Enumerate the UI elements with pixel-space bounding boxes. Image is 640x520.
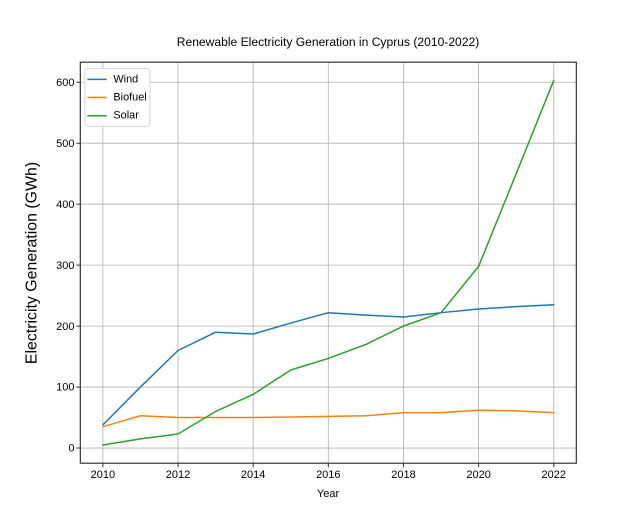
svg-text:2018: 2018 bbox=[391, 469, 415, 481]
svg-text:2016: 2016 bbox=[316, 469, 340, 481]
svg-text:Electricity Generation (GWh): Electricity Generation (GWh) bbox=[24, 162, 41, 364]
svg-text:2012: 2012 bbox=[166, 469, 190, 481]
svg-text:2020: 2020 bbox=[466, 469, 490, 481]
svg-text:2022: 2022 bbox=[542, 469, 566, 481]
svg-text:200: 200 bbox=[56, 321, 74, 333]
svg-text:100: 100 bbox=[56, 382, 74, 394]
svg-text:400: 400 bbox=[56, 199, 74, 211]
svg-text:300: 300 bbox=[56, 260, 74, 272]
svg-text:Solar: Solar bbox=[113, 110, 139, 122]
svg-text:2010: 2010 bbox=[91, 469, 115, 481]
svg-text:Wind: Wind bbox=[113, 73, 138, 85]
svg-text:Year: Year bbox=[317, 488, 340, 500]
svg-text:500: 500 bbox=[56, 138, 74, 150]
svg-text:Biofuel: Biofuel bbox=[113, 92, 146, 104]
svg-text:600: 600 bbox=[56, 77, 74, 89]
svg-text:Renewable Electricity Generati: Renewable Electricity Generation in Cypr… bbox=[177, 35, 480, 49]
svg-text:2014: 2014 bbox=[241, 469, 265, 481]
svg-text:0: 0 bbox=[68, 443, 74, 455]
